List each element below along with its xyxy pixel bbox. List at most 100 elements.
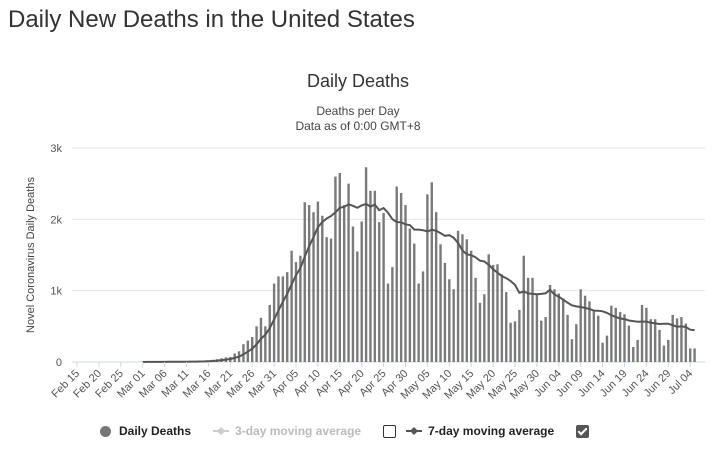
bar: [544, 317, 547, 362]
bar: [540, 320, 543, 362]
bar: [667, 339, 670, 362]
bar: [531, 277, 534, 362]
legend-daily-deaths[interactable]: Daily Deaths: [100, 424, 191, 438]
bar: [360, 221, 363, 362]
x-tick-label: Jul 04: [666, 368, 695, 397]
bar: [356, 251, 359, 362]
bar: [378, 222, 381, 362]
bar: [321, 215, 324, 362]
bar: [513, 321, 517, 362]
bar: [658, 329, 661, 362]
bar: [671, 314, 674, 362]
bar: [395, 186, 398, 362]
bar: [689, 348, 692, 362]
bar: [680, 317, 683, 362]
3day-average-checkbox[interactable]: [383, 424, 397, 438]
bar: [474, 277, 477, 362]
chart-subtitle-2: Data as of 0:00 GMT+8: [295, 119, 420, 133]
bar: [426, 194, 429, 362]
bar: [601, 342, 604, 362]
bar: [496, 264, 499, 362]
bar: [281, 276, 285, 362]
bar: [434, 212, 438, 362]
bar: [329, 238, 333, 362]
bar: [272, 283, 276, 362]
bar: [421, 271, 425, 362]
bar: [413, 243, 416, 362]
bar: [526, 277, 530, 362]
bar: [583, 295, 587, 362]
y-tick-label: 3k: [50, 143, 62, 155]
bar: [627, 325, 631, 362]
bar: [347, 183, 350, 362]
bar: [299, 255, 302, 362]
bar: [518, 309, 521, 362]
bar: [561, 298, 565, 362]
bar: [342, 205, 346, 362]
bar: [693, 348, 696, 362]
bar: [570, 339, 574, 362]
bar: [636, 339, 639, 362]
bar: [364, 167, 368, 362]
bar: [632, 347, 635, 362]
bar: [588, 301, 591, 362]
legend-daily-label: Daily Deaths: [119, 424, 192, 438]
bar: [509, 322, 512, 362]
bar: [645, 307, 648, 362]
bar: [610, 305, 613, 362]
bar: [614, 307, 617, 362]
y-tick-label: 0: [56, 357, 62, 369]
line-diamond-icon: [406, 427, 423, 435]
bar: [334, 176, 337, 362]
bar: [662, 345, 666, 362]
bar: [399, 192, 403, 362]
bar: [456, 230, 460, 362]
bar: [290, 250, 293, 362]
seven-day-average-line: [142, 202, 695, 363]
bar: [623, 314, 626, 362]
bar: [597, 315, 600, 362]
bar: [618, 312, 622, 362]
circle-icon: [100, 425, 111, 437]
bar: [500, 274, 504, 362]
line-diamond-icon: [213, 427, 230, 435]
bar: [373, 190, 377, 362]
legend-3day-average[interactable]: 3-day moving average: [213, 424, 361, 438]
legend-7day-average[interactable]: 7-day moving average: [406, 424, 554, 438]
bar: [307, 205, 311, 362]
legend-3day-label: 3-day moving average: [235, 424, 362, 438]
y-axis-label: Novel Coronavirus Daily Deaths: [25, 177, 37, 333]
bar: [351, 226, 355, 362]
bar: [391, 267, 394, 362]
bar: [386, 283, 390, 362]
bar: [461, 234, 464, 362]
bar: [312, 212, 315, 362]
bar: [579, 289, 582, 362]
bar: [452, 289, 455, 362]
bar: [470, 250, 473, 362]
bar: [505, 292, 508, 362]
bar: [553, 289, 556, 362]
bar: [369, 190, 372, 362]
7day-average-checkbox[interactable]: [576, 424, 590, 438]
bar: [264, 326, 267, 362]
bar: [242, 344, 245, 362]
bar: [478, 302, 482, 362]
bar: [640, 304, 644, 362]
bar: [535, 294, 539, 362]
bar: [325, 237, 328, 362]
legend: Daily Deaths 3-day moving average 7-day …: [100, 424, 590, 438]
page-title: Daily New Deaths in the United States: [8, 6, 415, 33]
bar: [483, 294, 486, 362]
bar: [566, 314, 569, 362]
bar: [491, 264, 495, 362]
y-tick-label: 1k: [50, 286, 62, 298]
bar: [443, 262, 447, 362]
chart-subtitle-1: Deaths per Day: [316, 104, 399, 118]
bar: [294, 262, 298, 362]
bar: [684, 323, 688, 362]
bar: [286, 272, 289, 362]
bar: [605, 335, 609, 362]
bar: [408, 228, 412, 362]
